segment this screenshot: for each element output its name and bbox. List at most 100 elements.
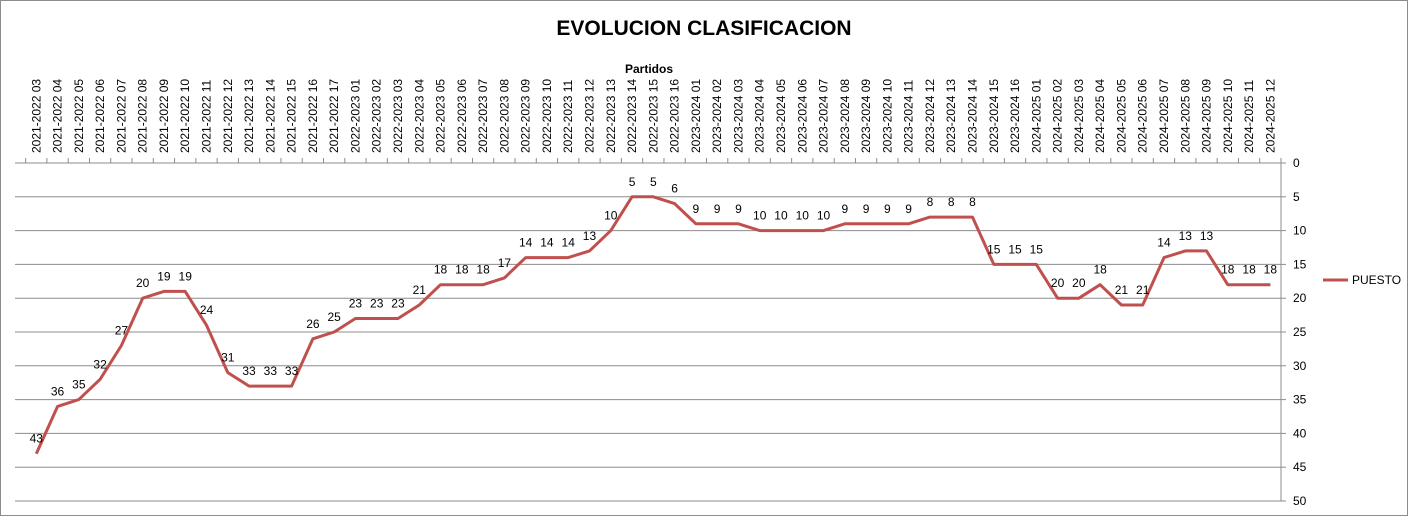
data-label: 15 xyxy=(1030,242,1044,256)
data-label: 33 xyxy=(264,364,278,378)
data-label: 35 xyxy=(72,378,86,392)
legend: PUESTO xyxy=(1323,273,1401,287)
x-tick-label: 2023-2024 16 xyxy=(1008,79,1022,153)
data-label: 23 xyxy=(391,296,405,310)
data-label: 14 xyxy=(1157,236,1171,250)
x-tick-label: 2021-2022 09 xyxy=(157,79,171,153)
x-tick-label: 2022-2023 03 xyxy=(391,79,405,153)
x-tick-label: 2022-2023 13 xyxy=(604,79,618,153)
x-tick-label: 2024-2025 09 xyxy=(1200,79,1214,153)
data-label: 6 xyxy=(671,182,678,196)
chart-title: EVOLUCION CLASIFICACION xyxy=(556,17,851,40)
x-tick-label: 2022-2023 02 xyxy=(370,79,384,153)
data-label: 19 xyxy=(179,269,193,283)
x-tick-label: 2022-2023 11 xyxy=(561,79,575,153)
data-label: 19 xyxy=(157,269,171,283)
x-tick-label: 2022-2023 14 xyxy=(625,79,639,153)
data-label: 13 xyxy=(1200,229,1214,243)
data-label: 10 xyxy=(774,209,788,223)
data-label: 43 xyxy=(30,432,44,446)
x-tick-label: 2021-2022 08 xyxy=(136,79,150,153)
data-labels: 43 36 35 32 27 20 19 19 24 31 33 33 33 26 25 23 23 23 21 18… xyxy=(30,175,1278,446)
data-label: 8 xyxy=(969,195,976,209)
x-tick-label: 2022-2023 08 xyxy=(497,79,511,153)
x-tick-label: 2024-2025 08 xyxy=(1178,79,1192,153)
x-tick-label: 2021-2022 07 xyxy=(114,79,128,153)
x-tick-label: 2023-2024 12 xyxy=(923,79,937,153)
y-tick-label: 0 xyxy=(1293,156,1300,170)
x-tick-label: 2023-2024 13 xyxy=(944,79,958,153)
data-label: 10 xyxy=(817,209,831,223)
x-tick-label: 2023-2024 11 xyxy=(902,79,916,153)
x-tick-label: 2024-2025 07 xyxy=(1157,79,1171,153)
data-label: 9 xyxy=(714,202,721,216)
data-label: 18 xyxy=(476,263,490,277)
data-label: 25 xyxy=(327,310,341,324)
x-tick-label: 2024-2025 10 xyxy=(1221,79,1235,153)
x-tick-label: 2023-2024 15 xyxy=(987,79,1001,153)
data-label: 17 xyxy=(498,256,512,270)
x-tick-label: 2021-2022 17 xyxy=(327,79,341,153)
data-label: 14 xyxy=(562,236,576,250)
x-tick-label: 2022-2023 07 xyxy=(476,79,490,153)
x-tick-label: 2023-2024 08 xyxy=(838,79,852,153)
x-tick-label: 2022-2023 12 xyxy=(582,79,596,153)
data-label: 8 xyxy=(927,195,934,209)
gridlines xyxy=(15,162,1281,502)
data-label: 26 xyxy=(306,317,320,331)
x-tick-label: 2023-2024 05 xyxy=(774,79,788,153)
y-tick-label: 5 xyxy=(1293,190,1300,204)
x-tick-label: 2023-2024 07 xyxy=(817,79,831,153)
x-tick-label: 2023-2024 03 xyxy=(731,79,745,153)
y-tick-label: 10 xyxy=(1293,224,1307,238)
data-label: 31 xyxy=(221,351,235,365)
data-label: 18 xyxy=(434,263,448,277)
data-label: 5 xyxy=(650,175,657,189)
data-label: 20 xyxy=(136,276,150,290)
x-tick-label: 2021-2022 16 xyxy=(306,79,320,153)
data-label: 33 xyxy=(242,364,256,378)
axes xyxy=(15,158,1286,502)
x-tick-label: 2021-2022 06 xyxy=(93,79,107,153)
x-tick-label: 2021-2022 04 xyxy=(51,79,65,153)
data-label: 21 xyxy=(1136,283,1150,297)
x-tick-label: 2023-2024 04 xyxy=(753,79,767,153)
y-tick-label: 35 xyxy=(1293,393,1307,407)
data-label: 8 xyxy=(948,195,955,209)
x-tick-label: 2021-2022 10 xyxy=(178,79,192,153)
data-label: 9 xyxy=(841,202,848,216)
data-label: 18 xyxy=(1093,263,1107,277)
y-tick-label: 40 xyxy=(1293,426,1307,440)
y-tick-label: 20 xyxy=(1293,291,1307,305)
x-tick-label: 2024-2025 04 xyxy=(1093,79,1107,153)
x-tick-label: 2021-2022 12 xyxy=(221,79,235,153)
x-tick-label: 2024-2025 06 xyxy=(1136,79,1150,153)
data-label: 18 xyxy=(455,263,469,277)
x-tick-label: 2022-2023 16 xyxy=(668,79,682,153)
x-tick-label: 2023-2024 06 xyxy=(795,79,809,153)
data-label: 21 xyxy=(413,283,427,297)
data-label: 18 xyxy=(1221,263,1235,277)
x-tick-label: 2024-2025 02 xyxy=(1051,79,1065,153)
data-label: 32 xyxy=(93,357,107,371)
x-tick-label: 2021-2022 05 xyxy=(72,79,86,153)
data-label: 13 xyxy=(583,229,597,243)
data-label: 20 xyxy=(1072,276,1086,290)
x-tick-label: 2024-2025 12 xyxy=(1263,79,1277,153)
x-tick-label: 2023-2024 09 xyxy=(859,79,873,153)
x-tick-label: 2021-2022 13 xyxy=(242,79,256,153)
data-label: 27 xyxy=(115,324,129,338)
data-label: 18 xyxy=(1264,263,1278,277)
x-tick-label: 2022-2023 15 xyxy=(646,79,660,153)
data-label: 24 xyxy=(200,303,214,317)
data-label: 13 xyxy=(1179,229,1193,243)
y-tick-label: 45 xyxy=(1293,460,1307,474)
x-tick-label: 2023-2024 10 xyxy=(880,79,894,153)
data-label: 9 xyxy=(884,202,891,216)
series-line-puesto xyxy=(34,195,1271,455)
x-tick-label: 2022-2023 06 xyxy=(455,79,469,153)
series-lines xyxy=(34,195,1271,455)
data-label: 10 xyxy=(796,209,810,223)
